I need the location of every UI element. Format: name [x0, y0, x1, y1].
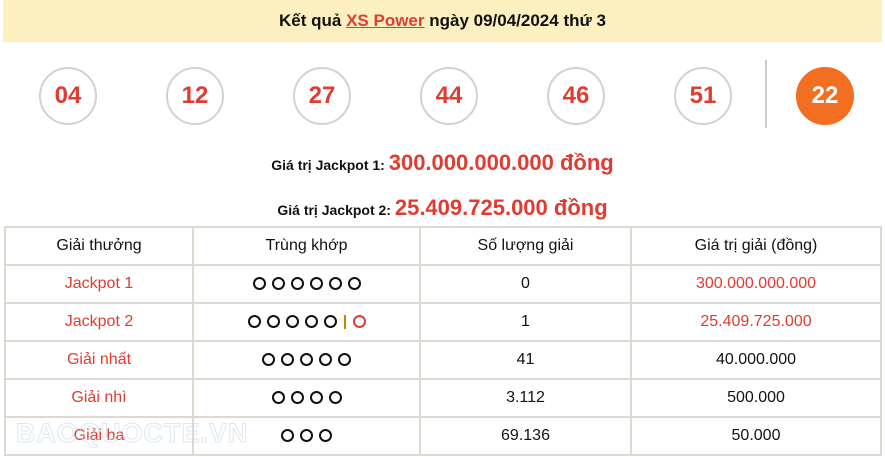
prize-name: Giải nhất [4, 340, 194, 380]
circle-icon [338, 353, 351, 367]
circle-icon [247, 315, 261, 329]
number-ball: 04 [39, 67, 97, 125]
prize-value: 300.000.000.000 [630, 264, 882, 304]
prize-count: 69.136 [419, 416, 632, 456]
separator-bar [343, 314, 346, 329]
xs-power-link[interactable]: XS Power [346, 11, 425, 30]
circle-icon [300, 353, 313, 367]
circle-icon [285, 315, 299, 329]
circle-icon [290, 391, 304, 405]
circle-icon [290, 277, 304, 291]
prize-name: Giải nhì [4, 378, 194, 418]
table-row: Giải nhì 3.112 500.000 [4, 378, 882, 418]
number-ball: 44 [420, 67, 478, 125]
circle-icon [281, 429, 294, 443]
match-pattern [192, 264, 421, 304]
circle-icon [304, 315, 318, 329]
jackpot1-label: Giá trị Jackpot 1: [271, 157, 385, 173]
prize-count: 41 [419, 340, 632, 380]
prize-name: Jackpot 2 [4, 302, 194, 342]
jackpot1-line: Giá trị Jackpot 1: 300.000.000.000 đồng [0, 150, 885, 176]
number-ball: 12 [166, 67, 224, 125]
table-row: Giải nhất 41 40.000.000 [4, 340, 882, 380]
divider [765, 60, 767, 128]
prize-value: 500.000 [630, 378, 882, 418]
result-header: Kết quả XS Power ngày 09/04/2024 thứ 3 [3, 0, 882, 42]
circle-icon [309, 277, 323, 291]
watermark-logo: BAOQUOCTE.VN [16, 418, 249, 449]
power-circle-icon [352, 315, 366, 329]
circle-icon [328, 277, 342, 291]
table-row: Jackpot 1 0 300.000.000.000 [4, 264, 882, 304]
circle-icon [328, 391, 342, 405]
circle-icon [319, 429, 332, 443]
prize-count: 1 [419, 302, 632, 342]
prize-count: 3.112 [419, 378, 632, 418]
prize-value: 25.409.725.000 [630, 302, 882, 342]
jackpot2-value: 25.409.725.000 đồng [394, 195, 608, 220]
number-ball: 27 [293, 67, 351, 125]
circle-icon [281, 353, 294, 367]
match-pattern [192, 378, 421, 418]
jackpot2-label: Giá trị Jackpot 2: [277, 202, 391, 218]
prize-name: Giải ba [4, 416, 194, 456]
match-pattern [192, 340, 421, 380]
prize-name: Jackpot 1 [4, 264, 194, 304]
table-header-row: Giải thưởng Trùng khớp Số lượng giải Giá… [4, 226, 882, 266]
table-row: Giải ba 69.136 50.000 [4, 416, 882, 456]
match-pattern [192, 302, 421, 342]
circle-icon [309, 391, 323, 405]
match-pattern [192, 416, 421, 456]
col-value: Giá trị giải (đồng) [630, 226, 882, 266]
col-prize: Giải thưởng [4, 226, 194, 266]
circle-icon [319, 353, 332, 367]
circle-icon [271, 277, 285, 291]
circle-icon [266, 315, 280, 329]
prize-count: 0 [419, 264, 632, 304]
circle-icon [323, 315, 337, 329]
col-count: Số lượng giải [419, 226, 632, 266]
jackpot1-value: 300.000.000.000 đồng [388, 150, 614, 175]
circle-icon [252, 277, 266, 291]
power-ball: 22 [796, 67, 854, 125]
circle-icon [300, 429, 313, 443]
jackpot2-line: Giá trị Jackpot 2: 25.409.725.000 đồng [0, 195, 885, 221]
number-ball: 51 [674, 67, 732, 125]
number-ball: 46 [547, 67, 605, 125]
header-prefix: Kết quả [279, 11, 342, 30]
circle-icon [271, 391, 285, 405]
circle-icon [347, 277, 361, 291]
circle-icon [262, 353, 275, 367]
prize-value: 40.000.000 [630, 340, 882, 380]
header-date: ngày 09/04/2024 thứ 3 [429, 11, 606, 30]
prize-table: Giải thưởng Trùng khớp Số lượng giải Giá… [4, 226, 882, 456]
prize-value: 50.000 [630, 416, 882, 456]
col-match: Trùng khớp [192, 226, 421, 266]
table-row: Jackpot 2 1 25.409.725.000 [4, 302, 882, 342]
